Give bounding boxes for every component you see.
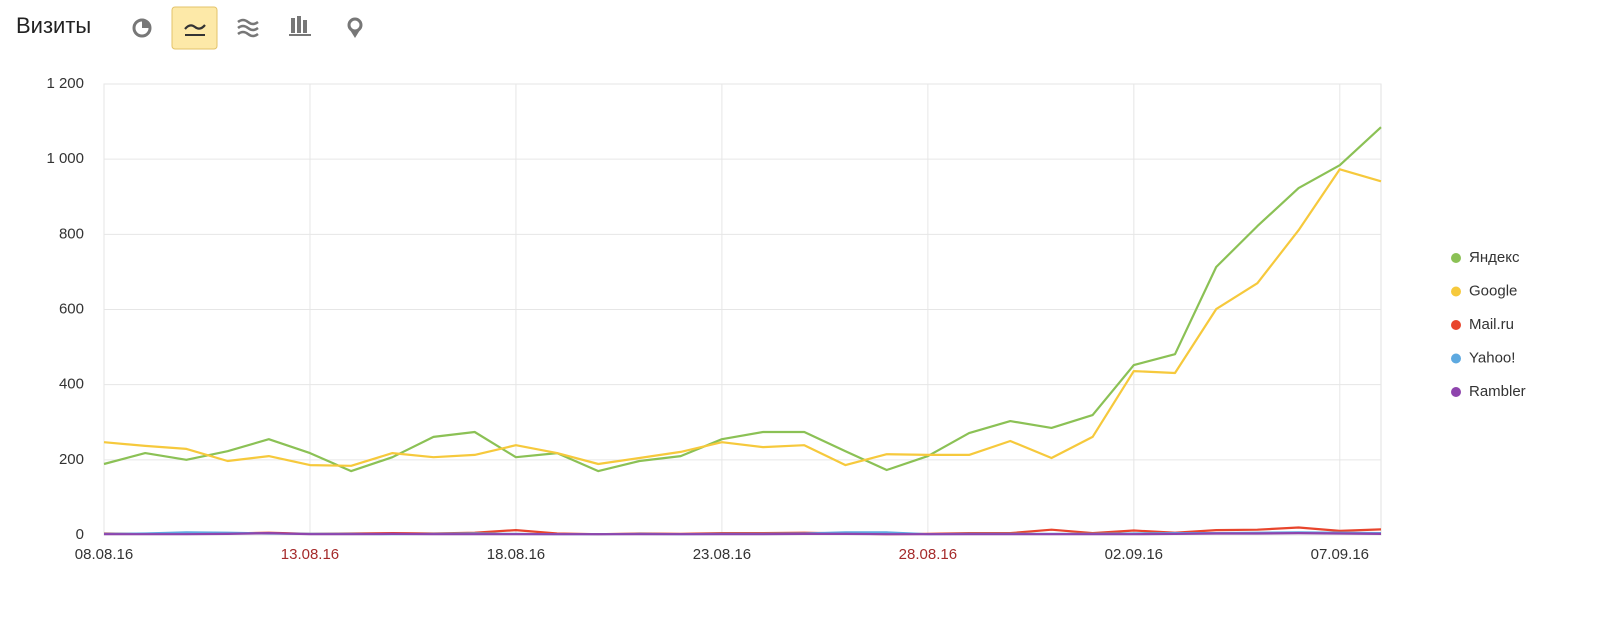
y-tick-label: 400 bbox=[59, 376, 84, 393]
line-view-button[interactable] bbox=[171, 6, 218, 50]
pie-view-button[interactable] bbox=[132, 18, 152, 38]
legend-label: Yahoo! bbox=[1469, 349, 1515, 366]
series-line bbox=[104, 532, 1382, 536]
legend-marker bbox=[1451, 320, 1461, 330]
legend-marker bbox=[1451, 387, 1461, 397]
toolbar bbox=[132, 6, 363, 50]
map-view-button[interactable] bbox=[347, 17, 363, 38]
x-tick-label: 18.08.16 bbox=[487, 546, 545, 563]
y-tick-label: 0 bbox=[76, 526, 84, 543]
area-view-button[interactable] bbox=[237, 18, 259, 38]
legend-label: Яндекс bbox=[1469, 249, 1520, 266]
legend-marker bbox=[1451, 353, 1461, 364]
x-tick-label: 23.08.16 bbox=[693, 546, 751, 563]
x-tick-label: 28.08.16 bbox=[899, 546, 957, 563]
x-tick-label: 08.08.16 bbox=[75, 546, 133, 563]
y-tick-label: 600 bbox=[59, 300, 84, 317]
y-tick-label: 800 bbox=[59, 225, 84, 242]
x-tick-label: 07.09.16 bbox=[1311, 546, 1369, 563]
bar-view-button[interactable] bbox=[289, 16, 311, 36]
chart-title: Визиты bbox=[16, 13, 91, 38]
x-tick-label: 13.08.16 bbox=[281, 546, 339, 563]
legend-marker bbox=[1451, 253, 1461, 263]
y-tick-label: 200 bbox=[59, 451, 84, 468]
legend-label: Google bbox=[1469, 282, 1517, 299]
legend-label: Rambler bbox=[1469, 383, 1526, 400]
y-tick-label: 1 000 bbox=[46, 150, 84, 167]
series-line bbox=[103, 126, 1382, 473]
y-tick-label: 1 200 bbox=[46, 75, 84, 92]
series-line bbox=[103, 168, 1382, 467]
legend-marker bbox=[1451, 286, 1461, 297]
x-tick-label: 02.09.16 bbox=[1105, 546, 1163, 563]
legend-label: Mail.ru bbox=[1469, 316, 1514, 333]
